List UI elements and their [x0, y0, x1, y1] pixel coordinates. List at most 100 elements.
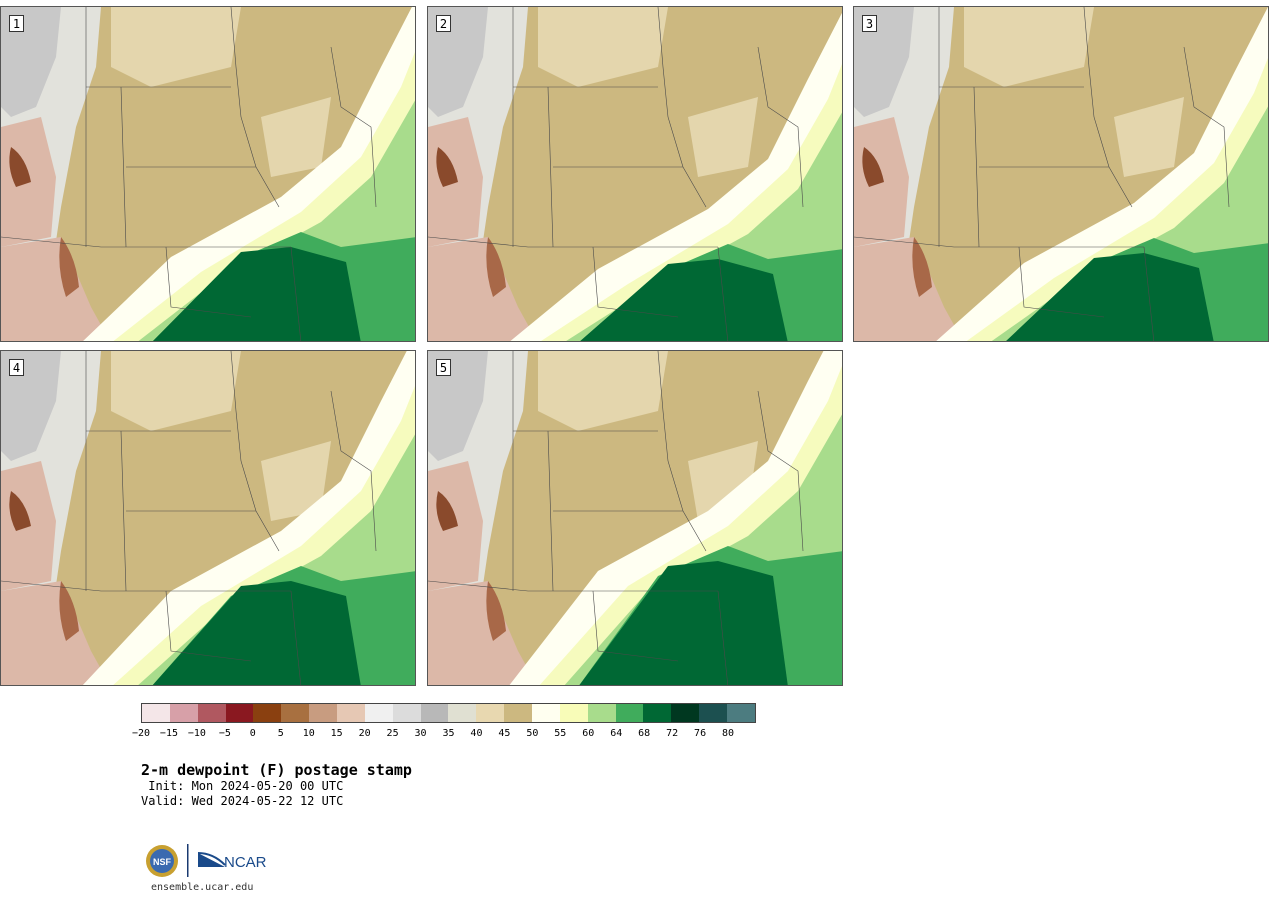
colorbar-tick-label: 72: [666, 728, 679, 739]
very-dry-spot: [9, 491, 32, 531]
colorbar-tick-label: −20: [131, 728, 151, 739]
state-boundary: [547, 430, 554, 592]
init-time: Init: Mon 2024-05-20 00 UTC: [141, 779, 344, 793]
site-url: ensemble.ucar.edu: [151, 882, 254, 893]
colorbar-tick-label: 80: [722, 728, 735, 739]
colorbar-tick-label: 35: [442, 728, 455, 739]
state-boundary: [290, 590, 302, 685]
dewpoint-map-4: [1, 351, 415, 685]
very-dry-spot: [59, 237, 79, 297]
colorbar-tick-label: 45: [498, 728, 511, 739]
state-boundary: [428, 580, 529, 592]
very-dry-spot: [862, 147, 884, 187]
chart-title: 2-m dewpoint (F) postage stamp: [141, 761, 412, 779]
colorbar-tick-label: 55: [554, 728, 567, 739]
svg-text:NCAR: NCAR: [224, 854, 267, 871]
very-dry-spot: [486, 237, 506, 297]
colorbar-tick-label: −5: [218, 728, 231, 739]
colorbar-swatch: [364, 704, 393, 722]
dewpoint-colorbar: [141, 703, 756, 723]
desert-dry: [428, 237, 537, 341]
light-tan-area: [688, 97, 758, 177]
mountain-dry: [1, 7, 61, 117]
nsf-seal-icon: NSF: [146, 845, 178, 877]
dewpoint-map-5: [428, 351, 842, 685]
state-boundary: [592, 590, 679, 662]
state-boundary: [592, 246, 679, 318]
valid-time: Valid: Wed 2024-05-22 12 UTC: [141, 794, 344, 808]
moisture-dark-green: [152, 581, 361, 685]
colorbar-swatch: [253, 704, 282, 722]
colorbar-tick-label: 0: [249, 728, 256, 739]
very-dry-spot: [436, 147, 458, 187]
colorbar-tick-label: 40: [470, 728, 483, 739]
light-tan-area: [538, 351, 668, 431]
state-boundary: [1183, 46, 1230, 208]
state-boundary: [717, 246, 729, 341]
colorbar-swatch: [197, 704, 226, 722]
state-boundary: [757, 46, 804, 208]
state-boundary: [230, 7, 280, 208]
mountain-dry: [1, 351, 61, 461]
very-dry-spot: [912, 237, 932, 297]
light-tan-area: [538, 7, 668, 87]
colorbar-tick-label: 15: [330, 728, 343, 739]
state-boundary: [973, 86, 980, 248]
moisture-dark-green: [1006, 253, 1214, 341]
state-boundary: [1143, 246, 1155, 341]
colorbar-swatch: [225, 704, 254, 722]
map-panel-2: 2: [427, 6, 843, 342]
state-boundary: [230, 351, 280, 552]
desert-dry: [854, 237, 963, 341]
colorbar-tick-label: 25: [386, 728, 399, 739]
mountain-dry: [428, 351, 488, 461]
colorbar-swatch: [643, 704, 672, 722]
ncar-logo-icon: NCAR: [197, 852, 267, 871]
colorbar-tick-labels: −20 −15 −10 −5 0 5 10 15 20 25 30 35 40 45 50 55 60 64 68 7…: [132, 728, 756, 742]
colorbar-tick-label: 60: [582, 728, 595, 739]
state-boundary: [854, 236, 955, 248]
colorbar-tick-label: −15: [159, 728, 178, 739]
desert-dry: [1, 237, 110, 341]
svg-text:NSF: NSF: [153, 857, 172, 867]
state-boundary: [1018, 246, 1105, 318]
colorbar-swatch: [309, 704, 338, 722]
colorbar-tick-label: 64: [610, 728, 623, 739]
colorbar-swatch: [392, 704, 421, 722]
state-boundary: [165, 246, 252, 318]
state-boundary: [120, 430, 127, 592]
state-boundary: [330, 390, 377, 552]
light-tan-area: [1114, 97, 1184, 177]
state-boundary: [1, 580, 102, 592]
panel-number: 5: [436, 359, 451, 376]
light-tan-area: [111, 7, 241, 87]
colorbar-tick-label: 50: [526, 728, 539, 739]
colorbar-swatch: [532, 704, 560, 722]
mountain-dry: [428, 7, 488, 117]
state-boundary: [1083, 7, 1133, 208]
map-panel-4: 4: [0, 350, 416, 686]
colorbar-swatch: [671, 704, 700, 722]
panel-number: 3: [862, 15, 877, 32]
map-panel-1: 1: [0, 6, 416, 342]
map-panel-3: 3: [853, 6, 1269, 342]
state-boundary: [547, 86, 554, 248]
very-dry-spot: [486, 581, 506, 641]
mountain-dry: [854, 7, 914, 117]
colorbar-tick-label: 68: [638, 728, 651, 739]
colorbar-swatch: [504, 704, 533, 722]
colorbar-swatch: [142, 704, 170, 722]
light-tan-area: [111, 351, 241, 431]
moisture-dark-green: [580, 259, 788, 341]
colorbar-tick-label: 10: [302, 728, 315, 739]
map-panel-5: 5: [427, 350, 843, 686]
colorbar-swatch: [476, 704, 505, 722]
colorbar-tick-label: −10: [187, 728, 206, 739]
very-dry-spot: [436, 491, 458, 531]
state-boundary: [120, 86, 127, 248]
colorbar-swatch: [587, 704, 616, 722]
colorbar-swatch: [281, 704, 310, 722]
state-boundary: [165, 590, 252, 662]
colorbar-swatch: [337, 704, 365, 722]
state-boundary: [330, 46, 377, 208]
